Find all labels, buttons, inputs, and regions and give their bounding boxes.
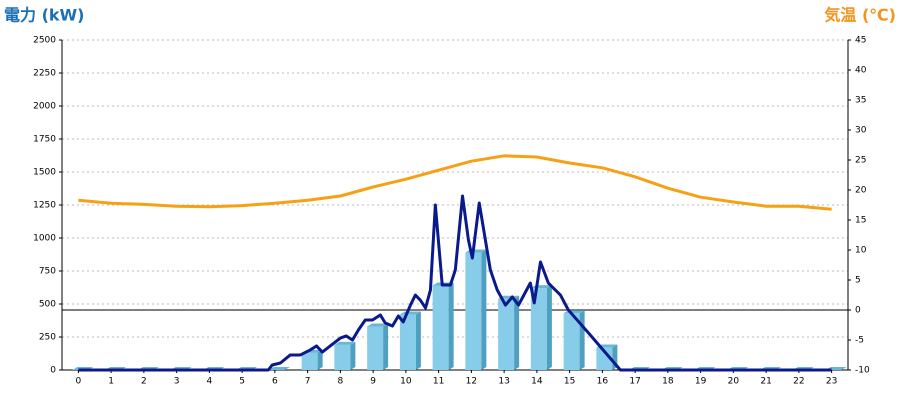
bar xyxy=(596,347,613,370)
bar-side xyxy=(383,323,389,370)
x-tick-label: 1 xyxy=(108,377,114,387)
x-tick-label: 4 xyxy=(207,377,213,387)
x-tick-label: 8 xyxy=(338,377,344,387)
y-tick-label: 2000 xyxy=(33,102,56,112)
x-tick-label: 16 xyxy=(597,377,609,387)
bar-side xyxy=(448,282,454,370)
y-tick-label: 250 xyxy=(39,333,56,343)
line xyxy=(78,194,832,372)
y2-tick-label: 35 xyxy=(855,96,866,106)
y2-tick-label: 20 xyxy=(855,186,867,196)
bar xyxy=(432,285,449,370)
y-tick-label: 1000 xyxy=(33,234,56,244)
x-tick-label: 7 xyxy=(305,377,311,387)
bar xyxy=(465,252,482,370)
bar-side xyxy=(481,249,487,370)
bar xyxy=(530,288,547,370)
y2-tick-label: -5 xyxy=(855,336,864,346)
y2-tick-label: 15 xyxy=(855,216,866,226)
y2-tick-label: 45 xyxy=(855,36,866,46)
x-tick-label: 3 xyxy=(174,377,180,387)
bar xyxy=(367,326,384,370)
x-tick-label: 6 xyxy=(272,377,278,387)
bar xyxy=(498,298,515,370)
bar-side xyxy=(415,311,421,370)
x-tick-label: 11 xyxy=(433,377,444,387)
x-tick-label: 9 xyxy=(370,377,376,387)
x-tick-label: 23 xyxy=(826,377,837,387)
y2-axis-title: 気温 (℃) xyxy=(824,6,896,25)
y-tick-label: 500 xyxy=(39,300,56,310)
x-tick-label: 13 xyxy=(498,377,509,387)
x-tick-label: 15 xyxy=(564,377,575,387)
y-tick-label: 1250 xyxy=(33,201,56,211)
y2-tick-label: 30 xyxy=(855,126,867,136)
bar-side xyxy=(514,295,520,370)
y-tick-label: 750 xyxy=(39,267,56,277)
bar-side xyxy=(350,341,356,370)
x-tick-label: 12 xyxy=(466,377,477,387)
bar xyxy=(563,313,580,370)
y-axis-title: 電力 (kW) xyxy=(4,6,85,25)
x-tick-label: 20 xyxy=(728,377,740,387)
x-tick-label: 18 xyxy=(662,377,674,387)
x-tick-label: 10 xyxy=(400,377,412,387)
bar-top xyxy=(334,341,356,345)
bar xyxy=(334,344,351,370)
x-tick-label: 14 xyxy=(531,377,543,387)
x-tick-label: 21 xyxy=(760,377,771,387)
bar-side xyxy=(579,310,585,370)
x-tick-label: 22 xyxy=(793,377,804,387)
y2-tick-label: 25 xyxy=(855,156,866,166)
x-tick-label: 5 xyxy=(239,377,245,387)
y-tick-label: 1750 xyxy=(33,135,56,145)
y-tick-label: 2500 xyxy=(33,36,56,46)
y-tick-label: 1500 xyxy=(33,168,56,178)
bar-side xyxy=(317,349,323,370)
bar-side xyxy=(546,285,552,370)
bar-top xyxy=(268,367,290,370)
y-tick-label: 2250 xyxy=(33,69,56,79)
x-tick-label: 2 xyxy=(141,377,147,387)
x-tick-label: 0 xyxy=(76,377,82,387)
bar xyxy=(399,314,416,370)
bar xyxy=(301,352,318,370)
x-tick-label: 19 xyxy=(695,377,707,387)
y2-tick-label: 40 xyxy=(855,66,867,76)
y2-tick-label: 10 xyxy=(855,246,867,256)
line xyxy=(78,154,832,211)
y2-tick-label: 0 xyxy=(855,306,861,316)
bar-top xyxy=(367,323,389,327)
y-tick-label: 0 xyxy=(50,366,56,376)
x-tick-label: 17 xyxy=(629,377,640,387)
y2-tick-label: 5 xyxy=(855,276,861,286)
y2-tick-label: -10 xyxy=(855,366,870,376)
